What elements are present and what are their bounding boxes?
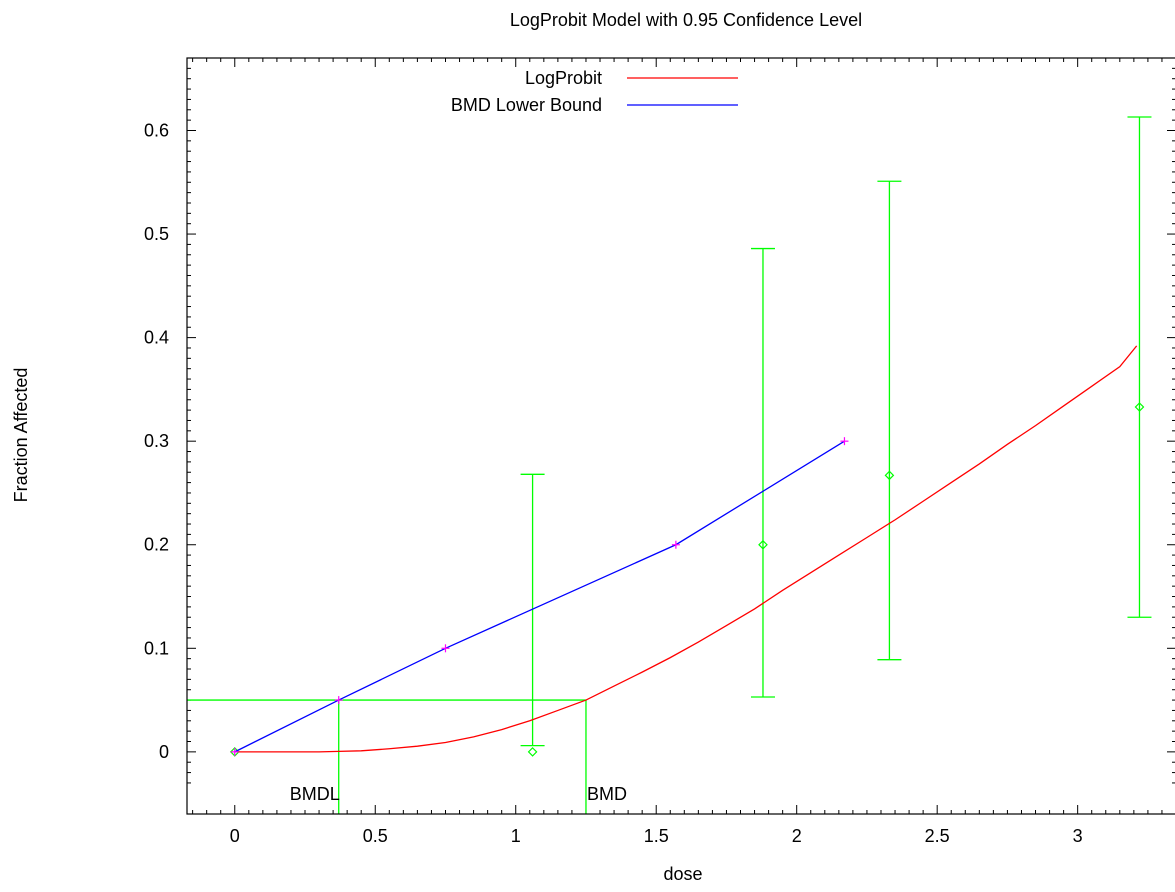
observation-point: [527, 747, 538, 757]
y-tick-label: 0.5: [144, 224, 169, 244]
x-tick-label: 0: [230, 826, 240, 846]
y-tick-label: 0.2: [144, 535, 169, 555]
y-tick-label: 0.4: [144, 328, 169, 348]
x-tick-label: 3: [1073, 826, 1083, 846]
plot-area: BMD BMDL: [187, 116, 1152, 814]
x-tick-label: 1.5: [644, 826, 669, 846]
y-tick-label: 0.1: [144, 638, 169, 658]
bmdl-annotation: BMDL: [290, 784, 340, 804]
x-tick-label: 2.5: [925, 826, 950, 846]
x-tick-label: 2: [792, 826, 802, 846]
axis-ticks: 0 0.5 1 1.5 2 2.5 3 0 0.1 0.2 0.3 0.4 0.5 0.6: [144, 58, 1175, 846]
x-tick-label: 1: [511, 826, 521, 846]
chart-title: LogProbit Model with 0.95 Confidence Lev…: [510, 10, 862, 30]
observation-point: [758, 539, 768, 550]
plot-frame: [186, 57, 1175, 815]
legend-label-logprobit: LogProbit: [525, 68, 602, 88]
y-tick-label: 0.6: [144, 120, 169, 140]
x-tick-label: 0.5: [363, 826, 388, 846]
y-tick-label: 0: [159, 742, 169, 762]
y-tick-label: 0.3: [144, 431, 169, 451]
logprobit-curve: [234, 345, 1138, 753]
bmd-lower-bound-line: [234, 440, 845, 753]
observation-point: [1134, 402, 1145, 412]
y-axis-label: Fraction Affected: [11, 368, 31, 503]
x-axis-label: dose: [663, 864, 702, 884]
bmd-annotation: BMD: [587, 784, 627, 804]
legend-label-bmd-lower-bound: BMD Lower Bound: [451, 95, 602, 115]
legend: LogProbit BMD Lower Bound: [451, 68, 738, 115]
observation-point: [884, 470, 895, 481]
